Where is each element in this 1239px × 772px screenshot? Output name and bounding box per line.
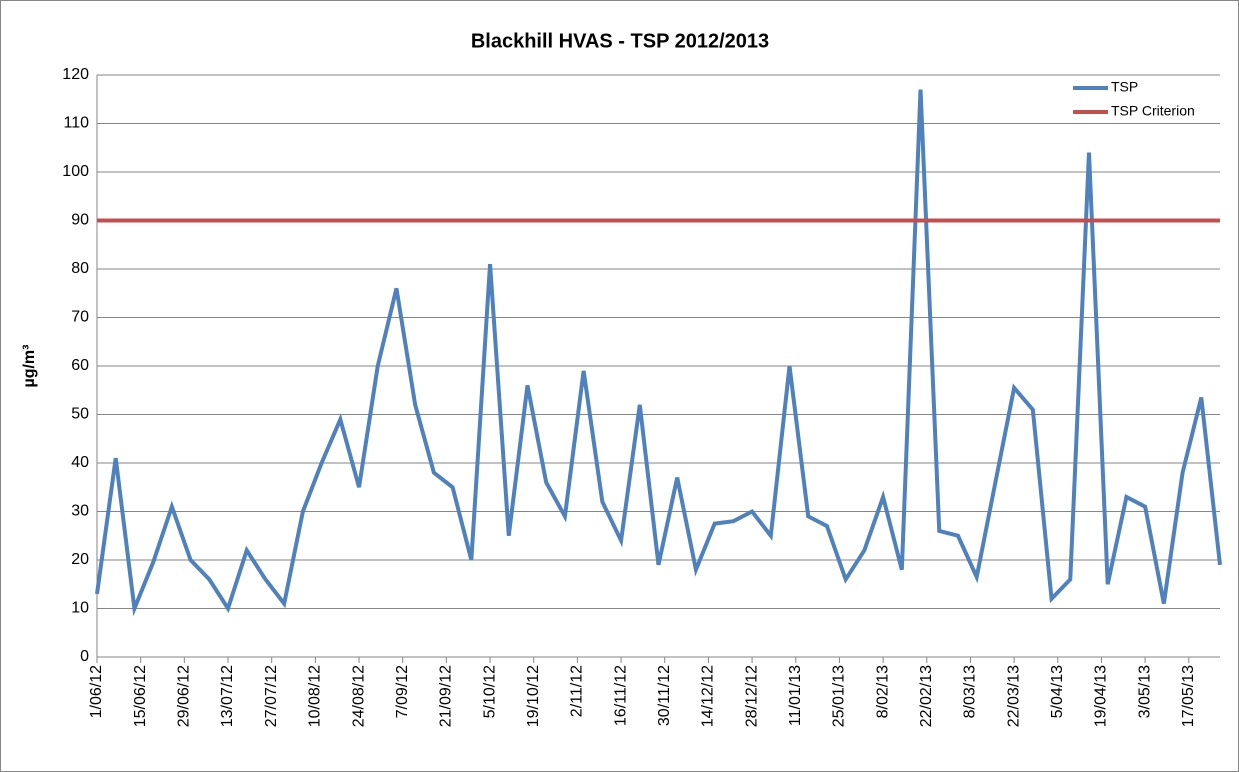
y-tick-label: 50 [71, 406, 89, 423]
x-tick-label: 17/05/13 [1180, 665, 1197, 727]
legend-label: TSP Criterion [1111, 103, 1195, 119]
y-tick-label: 60 [71, 357, 89, 374]
x-tick-label: 2/11/12 [569, 665, 586, 717]
x-tick-label: 14/12/12 [700, 665, 717, 727]
x-tick-label: 10/08/12 [307, 665, 324, 727]
x-tick-label: 7/09/12 [394, 665, 411, 718]
y-tick-label: 90 [71, 212, 89, 229]
x-tick-label: 16/11/12 [612, 665, 629, 726]
chart-title: Blackhill HVAS - TSP 2012/2013 [471, 30, 769, 52]
x-tick-label: 5/04/13 [1049, 665, 1066, 718]
x-tick-label: 19/10/12 [525, 665, 542, 727]
y-tick-label: 30 [71, 503, 89, 520]
x-tick-label: 19/04/13 [1093, 665, 1110, 727]
x-tick-label: 5/10/12 [481, 665, 498, 718]
x-tick-label: 28/12/12 [743, 665, 760, 727]
x-tick-label: 25/01/13 [831, 665, 848, 727]
y-tick-label: 110 [63, 115, 89, 132]
x-tick-label: 22/03/13 [1005, 665, 1022, 727]
y-tick-label: 40 [71, 454, 89, 471]
x-tick-label: 21/09/12 [438, 665, 455, 727]
x-tick-label: 8/02/13 [874, 665, 891, 718]
x-tick-label: 8/03/13 [962, 665, 979, 718]
y-tick-label: 120 [62, 66, 89, 83]
x-tick-label: 24/08/12 [350, 665, 367, 727]
x-tick-label: 22/02/13 [918, 665, 935, 727]
y-tick-label: 10 [71, 600, 89, 617]
x-tick-label: 15/06/12 [132, 665, 149, 727]
series-line [95, 89, 1222, 617]
x-tick-label: 30/11/12 [656, 665, 673, 726]
y-axis-label: µg/m³ [21, 345, 38, 388]
y-tick-label: 0 [80, 648, 89, 665]
y-tick-label: 80 [71, 260, 89, 277]
y-tick-label: 100 [62, 163, 89, 180]
x-tick-label: 3/05/13 [1136, 665, 1153, 718]
x-tick-label: 27/07/12 [263, 665, 280, 727]
legend-label: TSP [1111, 79, 1138, 95]
x-tick-label: 29/06/12 [176, 665, 193, 727]
y-tick-label: 20 [71, 551, 89, 568]
x-tick-label: 13/07/12 [219, 665, 236, 727]
x-tick-label: 11/01/13 [787, 665, 804, 726]
x-tick-label: 1/06/12 [88, 665, 105, 718]
y-tick-label: 70 [71, 309, 89, 326]
